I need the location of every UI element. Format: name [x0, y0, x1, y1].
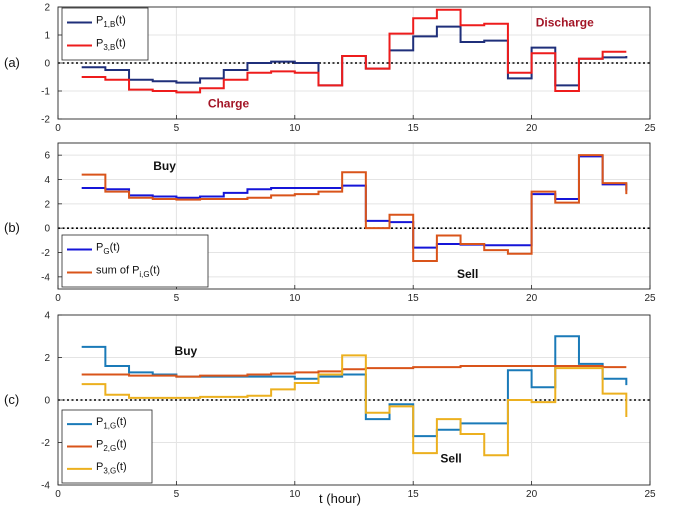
- x-tick-label: 25: [644, 123, 656, 134]
- y-tick-label: -2: [41, 438, 50, 449]
- y-tick-label: 1: [44, 31, 50, 42]
- legend-label: PG(t): [96, 242, 120, 257]
- x-axis-label: t (hour): [319, 491, 361, 506]
- x-tick-label: 15: [408, 123, 420, 134]
- x-tick-label: 25: [644, 293, 656, 304]
- annotation: Charge: [208, 97, 250, 111]
- legend-box: [61, 234, 209, 288]
- y-tick-label: 4: [44, 175, 50, 186]
- y-tick-label: 0: [44, 59, 50, 70]
- panel-label: (c): [4, 392, 19, 407]
- annotation: Buy: [153, 159, 176, 173]
- x-tick-label: 15: [408, 293, 420, 304]
- annotation: Sell: [457, 267, 478, 281]
- legend-label: P2,G(t): [96, 439, 127, 454]
- y-tick-label: -1: [41, 87, 50, 98]
- x-tick-label: 0: [55, 489, 61, 500]
- x-tick-label: 0: [55, 293, 61, 304]
- panel-label: (b): [4, 220, 20, 235]
- x-tick-label: 10: [289, 489, 301, 500]
- annotation: Buy: [175, 344, 198, 358]
- series-line-1-2: [81, 8, 627, 94]
- y-tick-label: 6: [44, 151, 50, 162]
- y-tick-label: 2: [44, 199, 50, 210]
- legend-label: P3,G(t): [96, 461, 127, 476]
- panel-label: (a): [4, 55, 20, 70]
- x-tick-label: 20: [526, 293, 538, 304]
- axes-frame: [57, 142, 651, 290]
- x-tick-label: 15: [408, 489, 420, 500]
- x-tick-label: 0: [55, 123, 61, 134]
- annotation: Sell: [440, 451, 461, 465]
- x-tick-label: 20: [526, 489, 538, 500]
- legend-label: sum of Pi,G(t): [96, 265, 160, 280]
- y-tick-label: -4: [41, 481, 50, 492]
- x-tick-label: 5: [174, 123, 180, 134]
- x-tick-label: 20: [526, 123, 538, 134]
- legend-box: [61, 7, 149, 61]
- x-tick-label: 5: [174, 293, 180, 304]
- series-line-2-2: [81, 154, 628, 263]
- x-tick-label: 10: [289, 293, 301, 304]
- y-tick-label: -2: [41, 115, 50, 126]
- legend-label: P3,B(t): [96, 38, 126, 53]
- series-line-3-3: [81, 354, 628, 457]
- y-tick-label: 0: [44, 396, 50, 407]
- y-tick-label: 4: [44, 311, 50, 322]
- y-tick-label: 0: [44, 224, 50, 235]
- y-tick-label: -4: [41, 272, 50, 283]
- series-line-3-1: [81, 335, 628, 438]
- legend-label: P1,B(t): [96, 15, 126, 30]
- legend-label: P1,G(t): [96, 416, 127, 431]
- x-tick-label: 10: [289, 123, 301, 134]
- series-line-3-2: [81, 365, 627, 378]
- panel-1: 0 5 10 15 20 25 -2 -1 0 1 2 (a) Charge Discharge P1,B(…: [4, 3, 656, 135]
- y-tick-label: 2: [44, 3, 50, 14]
- y-tick-label: 2: [44, 353, 50, 364]
- panel-3: 0 5 10 15 20 25 -4 -2 0 2 4 (c) Buy Sell P1,G(t) P2,G(t…: [4, 311, 656, 501]
- y-tick-label: -2: [41, 248, 50, 259]
- annotation: Discharge: [536, 15, 594, 29]
- x-tick-label: 5: [174, 489, 180, 500]
- x-tick-label: 25: [644, 489, 656, 500]
- panel-2: 0 5 10 15 20 25 -4 -2 0 2 4 6 (b) Buy Sell PG(t) sum of …: [4, 142, 656, 304]
